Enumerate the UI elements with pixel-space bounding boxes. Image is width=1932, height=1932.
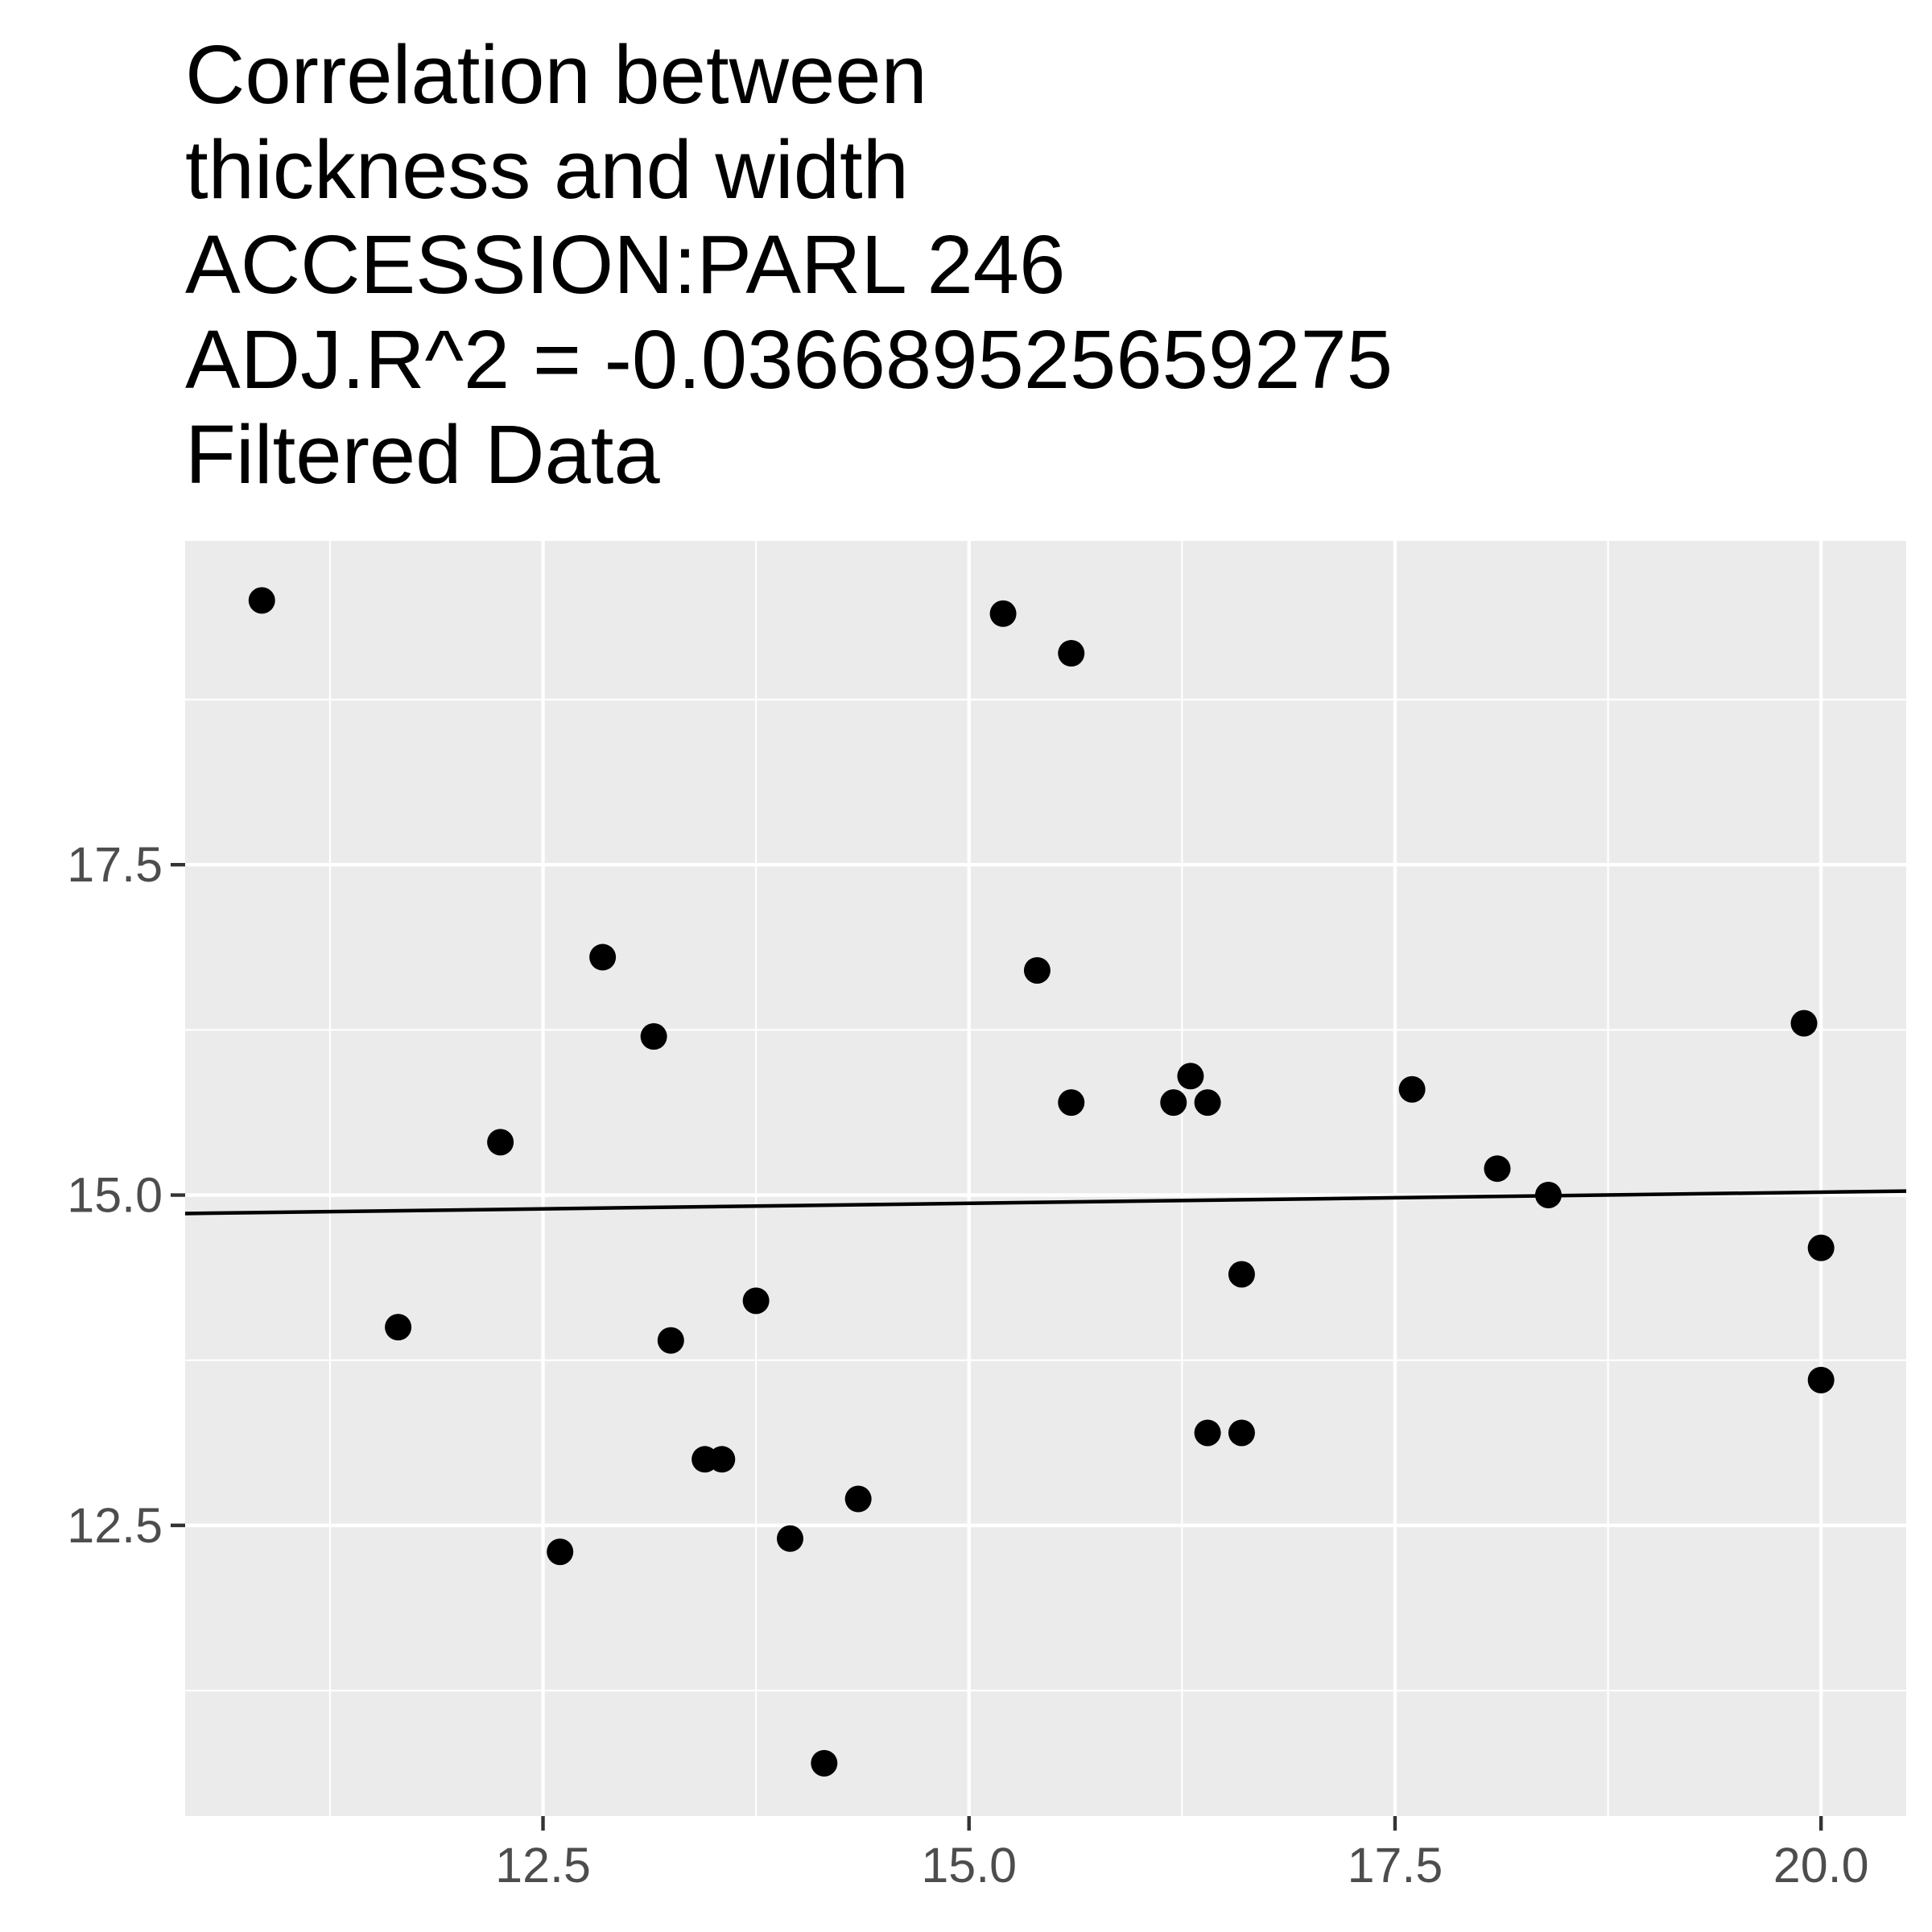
data-point [811, 1749, 838, 1777]
title-line-4: ADJ.R^2 = -0.036689525659275 [185, 313, 1393, 406]
x-tick-label: 15.0 [921, 1838, 1017, 1893]
data-point [640, 1023, 667, 1051]
regression-line [184, 1189, 1907, 1216]
data-point [1177, 1063, 1204, 1090]
y-tick-label: 12.5 [67, 1498, 163, 1553]
data-point [1807, 1366, 1835, 1393]
data-point [487, 1129, 514, 1156]
chart-title: Correlation between thickness and width … [185, 27, 1393, 502]
title-line-1: Correlation between [185, 28, 927, 121]
data-point [248, 587, 275, 614]
panel-background [185, 541, 1906, 1816]
data-point [385, 1314, 412, 1341]
data-point [1790, 1009, 1818, 1037]
plot-panel [185, 541, 1906, 1816]
x-tick-label: 12.5 [495, 1838, 591, 1893]
data-point [1058, 640, 1085, 667]
data-point [1807, 1234, 1835, 1261]
data-point [1023, 956, 1051, 984]
data-point [1484, 1155, 1511, 1183]
x-tick-label: 17.5 [1348, 1838, 1443, 1893]
data-point [1058, 1089, 1085, 1117]
title-line-2: thickness and width [185, 123, 909, 216]
x-axis: 12.5 15.0 17.5 20.0 [495, 1816, 1869, 1893]
data-point [1398, 1075, 1426, 1103]
data-point [1228, 1419, 1255, 1447]
data-point [1160, 1089, 1187, 1117]
data-point [657, 1327, 684, 1354]
y-tick-label: 15.0 [67, 1168, 163, 1223]
y-tick-label: 17.5 [67, 837, 163, 892]
y-axis: 12.5 15.0 17.5 [67, 837, 185, 1553]
data-point [776, 1525, 803, 1552]
data-point [1228, 1261, 1255, 1288]
data-point [1194, 1419, 1221, 1447]
title-line-3: ACCESSION:PARL 246 [185, 218, 1066, 311]
data-point [547, 1538, 574, 1566]
data-point [1194, 1089, 1221, 1117]
x-tick-label: 20.0 [1773, 1838, 1869, 1893]
data-point [742, 1287, 770, 1315]
data-point [1534, 1182, 1562, 1209]
data-points [248, 587, 1835, 1777]
data-point [589, 943, 617, 971]
data-point [844, 1485, 872, 1513]
title-line-5: Filtered Data [185, 408, 660, 501]
regression-line-group [184, 1189, 1907, 1216]
data-point [708, 1446, 736, 1473]
data-point [989, 600, 1017, 627]
